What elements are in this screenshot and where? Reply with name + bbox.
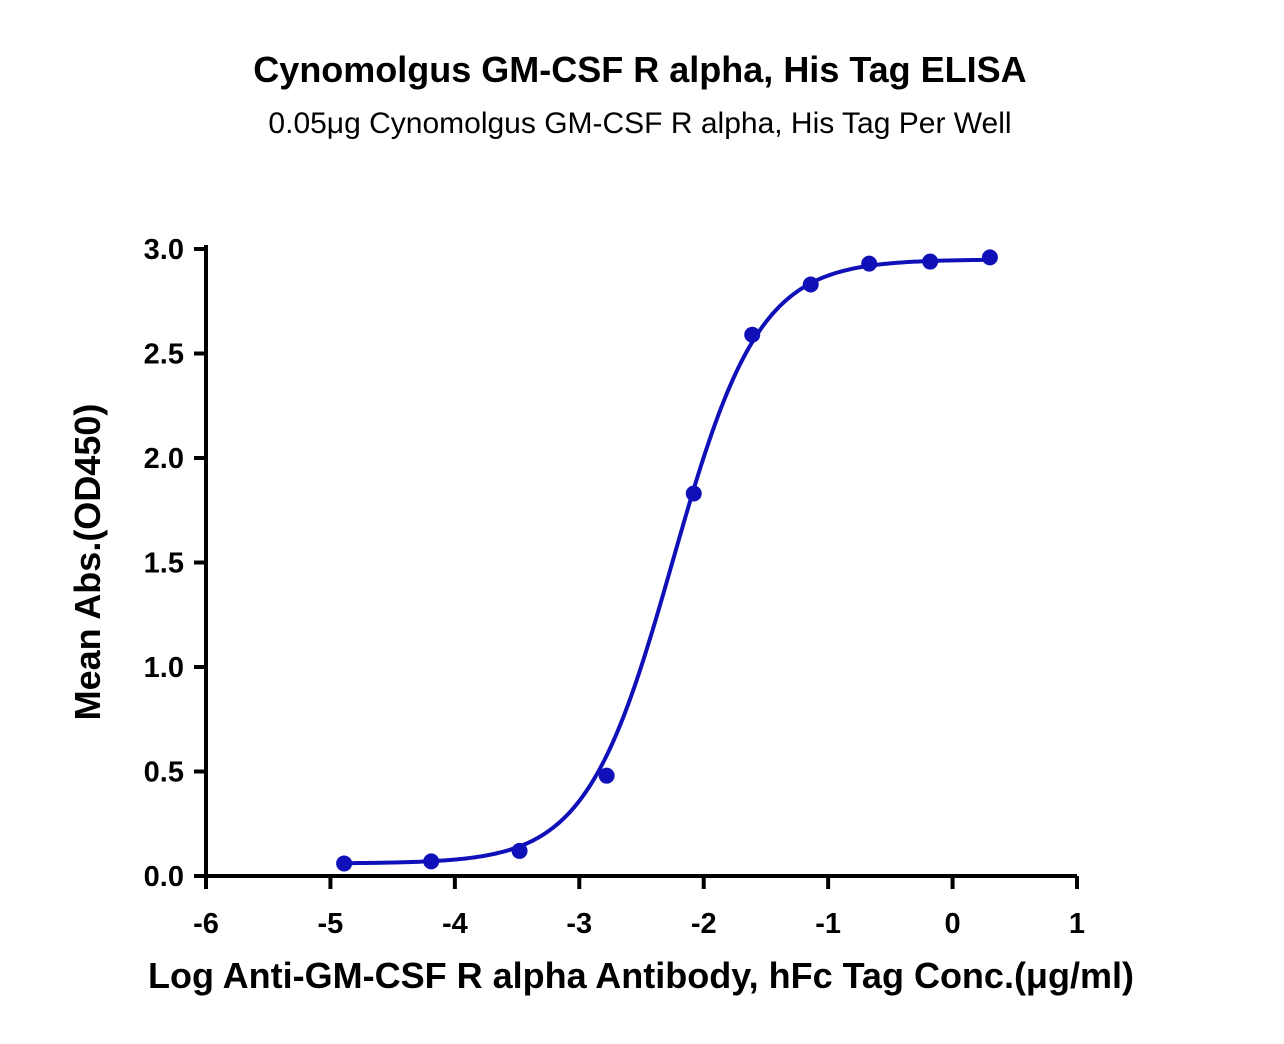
- chart-title: Cynomolgus GM-CSF R alpha, His Tag ELISA: [253, 49, 1026, 90]
- x-tick-label: -5: [318, 908, 344, 940]
- x-tick-label: 1: [1069, 908, 1085, 940]
- data-point: [802, 276, 819, 293]
- data-point: [511, 842, 528, 859]
- axes: [204, 245, 1077, 878]
- x-tick-label: -1: [815, 908, 841, 940]
- y-tick-label: 2.0: [144, 443, 184, 475]
- x-tick-label: -4: [442, 908, 468, 940]
- y-axis-label: Mean Abs.(OD450): [67, 404, 108, 721]
- y-tick-label: 1.5: [144, 548, 184, 580]
- x-tick-label: -3: [566, 908, 592, 940]
- data-point: [423, 853, 440, 870]
- data-point: [598, 767, 615, 784]
- y-tick-label: 0.0: [144, 861, 184, 893]
- y-tick-label: 2.5: [144, 339, 184, 371]
- y-tick-label: 1.0: [144, 652, 184, 684]
- y-ticks: 0.0 0.5 1.0 1.5 2.0 2.5 3.0: [144, 234, 206, 893]
- data-point: [685, 485, 702, 502]
- y-tick-label: 0.5: [144, 757, 184, 789]
- x-tick-label: -6: [193, 908, 219, 940]
- x-axis-label: Log Anti-GM-CSF R alpha Antibody, hFc Ta…: [148, 955, 1134, 996]
- plot-series: [336, 249, 998, 872]
- y-tick-label: 3.0: [144, 234, 184, 266]
- x-tick-label: -2: [691, 908, 717, 940]
- fit-curve: [344, 257, 990, 866]
- chart-subtitle: 0.05μg Cynomolgus GM-CSF R alpha, His Ta…: [268, 107, 1011, 140]
- x-tick-label: 0: [945, 908, 961, 940]
- x-ticks: -6 -5 -4 -3 -2 -1 0 1: [193, 876, 1085, 940]
- data-point: [744, 326, 761, 343]
- data-point: [922, 253, 939, 270]
- data-point: [336, 855, 353, 872]
- data-point: [981, 249, 998, 266]
- data-point: [861, 255, 878, 272]
